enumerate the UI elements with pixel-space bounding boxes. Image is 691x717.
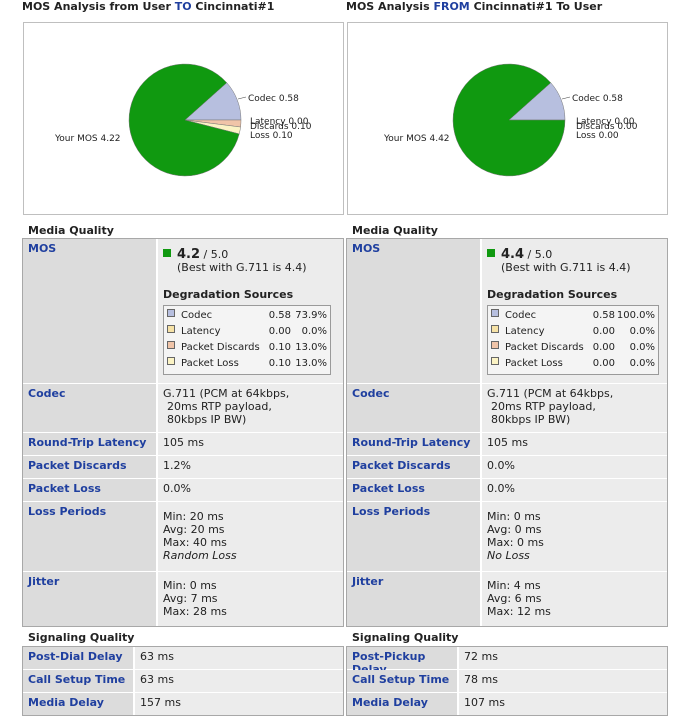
- pie-slice-your-mos: [128, 63, 240, 177]
- sig-row: Media Delay 107 ms: [347, 693, 667, 715]
- pie-label-codec: Codec 0.58: [572, 94, 623, 104]
- pie-leader-line: [561, 96, 571, 100]
- degradation-row: Latency 0.00 0.0%: [167, 324, 327, 340]
- pie-leader-line: [237, 96, 247, 100]
- sig-row: Call Setup Time 78 ms: [347, 670, 667, 693]
- jitter-row: Jitter Min: 0 ms Avg: 7 ms Max: 28 ms: [23, 572, 343, 626]
- media-quality-table: MOS 4.4 / 5.0 (Best with G.711 is 4.4) D…: [346, 238, 668, 627]
- latency-row: Round-Trip Latency 105 ms: [23, 433, 343, 456]
- degradation-row: Latency 0.00 0.0%: [491, 324, 655, 340]
- mos-label: MOS: [23, 239, 158, 383]
- pie-label-your-mos: Your MOS 4.22: [54, 134, 121, 144]
- degradation-table: Codec 0.58 73.9% Latency 0.00 0.0% Packet Di…: [163, 305, 331, 375]
- pie-label-your-mos: Your MOS 4.42: [383, 134, 450, 144]
- loss-periods-row: Loss Periods Min: 0 ms Avg: 0 ms Max: 0 ms…: [347, 502, 667, 572]
- signaling-quality-title: Signaling Quality: [28, 631, 135, 644]
- pie-label-loss: Loss 0.00: [576, 131, 619, 141]
- sig-row: Media Delay 157 ms: [23, 693, 343, 715]
- mos-label: MOS: [347, 239, 482, 383]
- degradation-row: Packet Loss 0.00 0.0%: [491, 356, 655, 372]
- loss-periods-row: Loss Periods Min: 20 ms Avg: 20 ms Max: 40…: [23, 502, 343, 572]
- chart-title: MOS Analysis from User TO Cincinnati#1: [22, 0, 275, 13]
- media-quality-title: Media Quality: [352, 224, 438, 237]
- signaling-quality-title: Signaling Quality: [352, 631, 459, 644]
- mos-row: MOS 4.4 / 5.0 (Best with G.711 is 4.4) D…: [347, 239, 667, 384]
- mos-pie-chart: Codec 0.58 Latency 0.00 Discards 0.10 Loss …: [23, 22, 344, 215]
- jitter-row: Jitter Min: 4 ms Avg: 6 ms Max: 12 ms: [347, 572, 667, 626]
- loss-row: Packet Loss 0.0%: [347, 479, 667, 502]
- discards-row: Packet Discards 1.2%: [23, 456, 343, 479]
- degradation-table: Codec 0.58 100.0% Latency 0.00 0.0% Packet D…: [487, 305, 659, 375]
- legend-swatch-icon: [491, 341, 499, 349]
- degradation-row: Packet Discards 0.00 0.0%: [491, 340, 655, 356]
- sig-row: Call Setup Time 63 ms: [23, 670, 343, 693]
- mos-indicator-icon: [163, 249, 171, 257]
- degradation-row: Codec 0.58 100.0%: [491, 308, 655, 324]
- mos-best: (Best with G.711 is 4.4): [501, 261, 631, 274]
- mos-pie-chart: Codec 0.58 Latency 0.00 Discards 0.00 Loss …: [347, 22, 668, 215]
- degradation-title: Degradation Sources: [487, 288, 618, 301]
- legend-swatch-icon: [167, 325, 175, 333]
- mos-indicator-icon: [487, 249, 495, 257]
- signaling-quality-table: Post-Pickup Delay72 ms Call Setup Time78…: [346, 646, 668, 716]
- latency-row: Round-Trip Latency 105 ms: [347, 433, 667, 456]
- pie-label-codec: Codec 0.58: [248, 94, 299, 104]
- media-quality-table: MOS 4.2 / 5.0 (Best with G.711 is 4.4) D…: [22, 238, 344, 627]
- degradation-row: Packet Loss 0.10 13.0%: [167, 356, 327, 372]
- legend-swatch-icon: [491, 357, 499, 365]
- codec-row: Codec G.711 (PCM at 64kbps, 20ms RTP payl…: [347, 384, 667, 433]
- mos-best: (Best with G.711 is 4.4): [177, 261, 307, 274]
- chart-title: MOS Analysis FROM Cincinnati#1 To User: [346, 0, 603, 13]
- sig-row: Post-Pickup Delay72 ms: [347, 647, 667, 676]
- legend-swatch-icon: [491, 325, 499, 333]
- signaling-quality-table: Post-Dial Delay 63 ms Call Setup Time 63 m…: [22, 646, 344, 716]
- codec-row: Codec G.711 (PCM at 64kbps, 20ms RTP payl…: [23, 384, 343, 433]
- legend-swatch-icon: [167, 309, 175, 317]
- legend-swatch-icon: [167, 341, 175, 349]
- media-quality-title: Media Quality: [28, 224, 114, 237]
- pie-label-discards: Discards 0.00: [576, 122, 638, 132]
- mos-value: 4.4: [501, 247, 525, 262]
- mos-row: MOS 4.2 / 5.0 (Best with G.711 is 4.4) D…: [23, 239, 343, 384]
- pie-label-loss: Loss 0.10: [250, 131, 293, 141]
- pie-label-latency: Latency 0.00: [250, 117, 309, 127]
- sig-row: Post-Dial Delay 63 ms: [23, 647, 343, 670]
- degradation-title: Degradation Sources: [163, 288, 294, 301]
- legend-swatch-icon: [167, 357, 175, 365]
- degradation-row: Packet Discards 0.10 13.0%: [167, 340, 327, 356]
- degradation-row: Codec 0.58 73.9%: [167, 308, 327, 324]
- legend-swatch-icon: [491, 309, 499, 317]
- pie-label-latency: Latency 0.00: [576, 117, 635, 127]
- pie-label-discards: Discards 0.10: [250, 122, 312, 132]
- mos-value: 4.2: [177, 247, 201, 262]
- loss-row: Packet Loss 0.0%: [23, 479, 343, 502]
- pie-slice-your-mos: [452, 63, 566, 177]
- discards-row: Packet Discards 0.0%: [347, 456, 667, 479]
